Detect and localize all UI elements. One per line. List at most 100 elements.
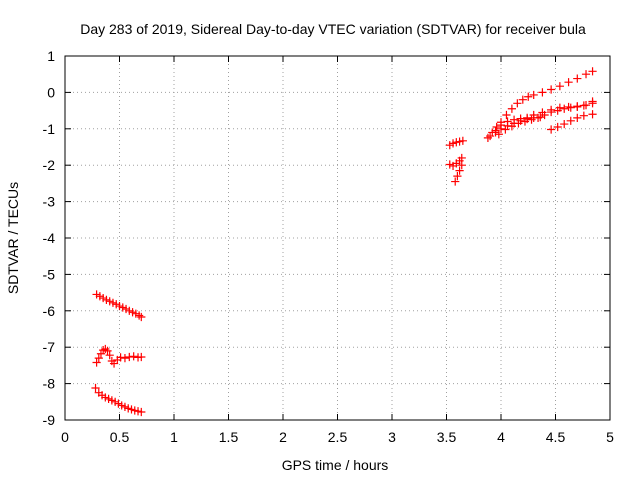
data-point (494, 130, 503, 139)
data-point (455, 137, 464, 146)
data-point (553, 106, 562, 115)
plot-frame (64, 55, 611, 421)
data-point (92, 358, 101, 367)
data-point (116, 353, 125, 362)
x-tick-label: 2 (279, 429, 287, 445)
data-point (105, 351, 114, 360)
data-point (117, 401, 126, 410)
data-point (457, 153, 466, 163)
series-track-a (92, 290, 146, 322)
data-point (451, 177, 460, 186)
data-point (137, 352, 146, 362)
x-tick-label: 4 (497, 429, 505, 445)
data-point (108, 298, 118, 307)
series-track-h (486, 97, 597, 141)
data-point (109, 359, 119, 368)
data-point (452, 138, 461, 147)
data-point (547, 125, 556, 134)
data-point (588, 110, 597, 119)
x-tick-label: 0 (61, 429, 69, 445)
y-tick-label: -5 (43, 266, 56, 282)
data-point (486, 131, 495, 141)
data-point (125, 352, 134, 362)
data-point (518, 95, 527, 104)
data-point (560, 119, 569, 129)
data-point (130, 406, 139, 415)
data-point (547, 107, 556, 117)
data-point (588, 99, 597, 108)
data-point (491, 128, 500, 137)
data-point (120, 402, 130, 411)
data-point (445, 160, 454, 169)
data-point (573, 74, 582, 83)
data-point (120, 354, 130, 363)
data-point (507, 104, 516, 113)
x-tick-label: 1.5 (219, 429, 239, 445)
data-point (102, 295, 111, 304)
y-tick-label: -7 (43, 339, 56, 355)
data-point (553, 122, 562, 132)
chart-title: Day 283 of 2019, Sidereal Day-to-day VTE… (80, 21, 586, 37)
series-track-c (91, 383, 146, 417)
data-point (124, 404, 133, 413)
y-tick-label: -2 (43, 157, 56, 173)
data-point (547, 85, 556, 94)
data-point (555, 82, 564, 91)
data-point (103, 346, 112, 355)
x-tick-label: 0.5 (110, 429, 130, 445)
series-track-j (494, 99, 597, 139)
y-tick-label: -6 (43, 303, 56, 319)
data-point (513, 99, 522, 108)
y-tick-label: -3 (43, 194, 56, 210)
data-point (128, 308, 137, 317)
data-point (564, 78, 573, 87)
x-tick-label: 3 (388, 429, 396, 445)
data-point (92, 290, 101, 299)
data-point (101, 393, 110, 402)
y-tick-label: 0 (47, 84, 55, 100)
grid (65, 56, 610, 420)
data-point (455, 166, 464, 175)
series-track-k (547, 110, 597, 134)
y-tick-label: -9 (43, 412, 56, 428)
data-point (99, 293, 108, 303)
x-tick-label: 4.5 (546, 429, 566, 445)
data-point (533, 113, 543, 122)
data-point (137, 312, 146, 322)
data-point (107, 396, 116, 405)
x-tick-label: 2.5 (328, 429, 348, 445)
x-tick-label: 1 (170, 429, 178, 445)
data-point (502, 110, 511, 120)
data-point (453, 172, 462, 181)
data-point (520, 117, 530, 126)
series-track-b (92, 344, 146, 368)
data-point (496, 124, 506, 133)
data-point (457, 161, 466, 170)
data-point (133, 407, 143, 416)
data-point (579, 101, 588, 110)
data-point (91, 383, 100, 393)
data-point (529, 90, 538, 100)
series-track-e (445, 153, 466, 171)
data-point (95, 292, 104, 301)
data-point (573, 113, 582, 122)
data-point (492, 122, 501, 132)
data-point (125, 306, 134, 315)
axis-ticks: 0 0.5 1 1.5 2 2.5 3 3.5 4 4.5 5 1 0 -1 -2 -3 -4 -5 -6 -7 -8 -… (43, 48, 615, 445)
y-tick-label: 1 (47, 48, 55, 64)
data-point (514, 119, 523, 128)
data-point (527, 115, 536, 124)
data-point (566, 116, 575, 125)
data-point (94, 354, 103, 363)
x-tick-label: 3.5 (437, 429, 457, 445)
series-track-f (451, 161, 466, 186)
data-point (137, 407, 146, 417)
data-point (104, 394, 113, 403)
data-point (127, 405, 136, 414)
y-axis-label: SDTVAR / TECUs (5, 182, 21, 294)
data-point (118, 303, 127, 312)
data-point (573, 102, 582, 112)
series-track-d (445, 136, 467, 150)
x-axis-label: GPS time / hours (282, 457, 389, 473)
